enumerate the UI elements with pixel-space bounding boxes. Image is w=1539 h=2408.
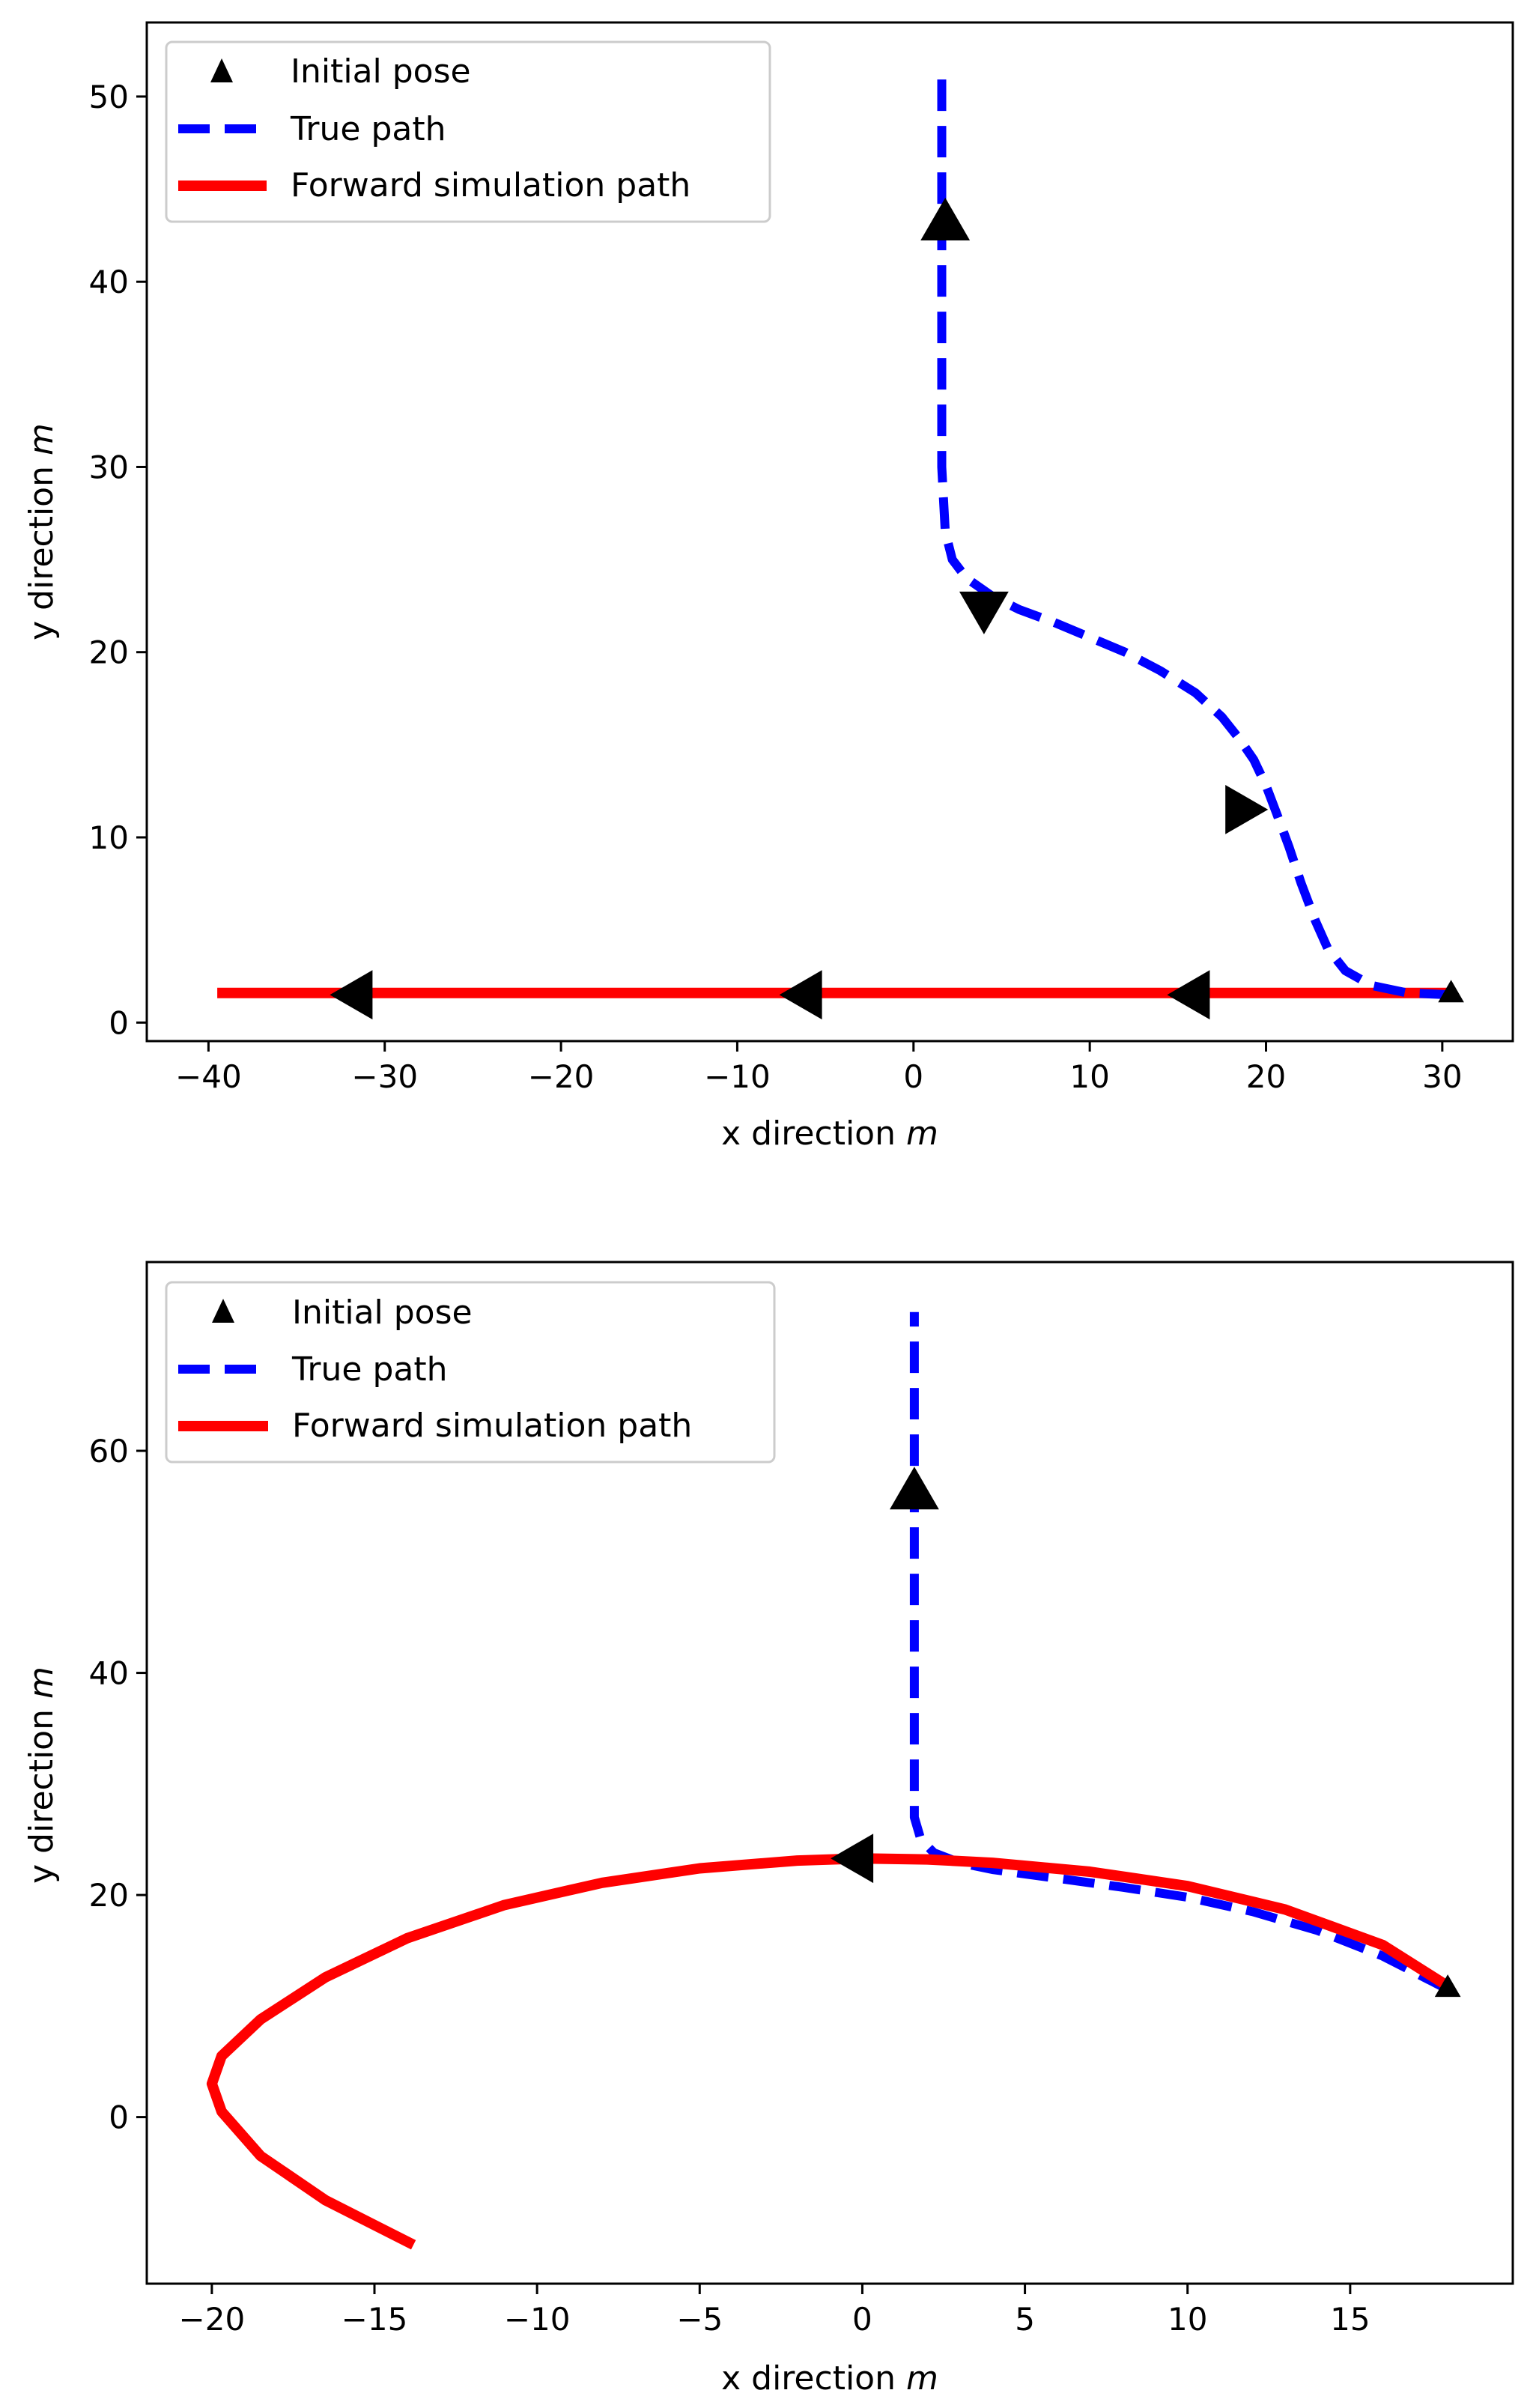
y-tick-label: 0	[109, 2099, 129, 2136]
y-tick-label: 20	[89, 634, 129, 671]
true-path-line	[937, 68, 1451, 1000]
y-tick-label: 40	[89, 264, 129, 300]
pose-marker-6	[330, 970, 373, 1020]
x-tick-label: 0	[852, 2301, 872, 2338]
initial-pose-marker	[1438, 980, 1464, 1003]
axes-frame	[145, 21, 1514, 1043]
x-axis-label: x direction m	[721, 1114, 938, 1153]
y-tick-label: 60	[89, 1433, 129, 1470]
legend: Initial pose True path Forward simulatio…	[165, 1281, 776, 1464]
y-axis-label: y direction m	[22, 1667, 61, 1884]
y-axis-ticks: 0 20 40 60	[89, 1433, 147, 2136]
x-tick-label: −20	[179, 2301, 246, 2338]
chart-top: −40 −30 −20 −10 0 10 20 30 0 10 20 30 40 50 x direct…	[22, 21, 1514, 1153]
initial-pose-marker	[1434, 1974, 1461, 1998]
y-tick-label: 0	[109, 1004, 129, 1041]
legend-box	[165, 1281, 776, 1464]
pose-marker-1	[920, 198, 971, 240]
x-tick-label: 0	[903, 1058, 923, 1095]
legend-marker-initial-pose	[212, 1299, 234, 1323]
y-tick-label: 30	[89, 449, 129, 485]
legend-label-true-path: True path	[290, 110, 446, 148]
legend: Initial pose True path Forward simulatio…	[165, 40, 771, 223]
plot-area-bottom	[206, 1311, 1461, 2250]
axes-frame	[145, 1261, 1514, 2285]
x-tick-label: 10	[1069, 1058, 1109, 1095]
legend-label-initial-pose: Initial pose	[292, 1294, 473, 1332]
x-axis-label: x direction m	[721, 2359, 938, 2398]
y-tick-label: 50	[89, 79, 129, 115]
x-axis-ticks: −20 −15 −10 −5 0 5 10 15	[179, 2284, 1370, 2338]
x-tick-label: −15	[342, 2301, 408, 2338]
legend-box	[165, 40, 771, 223]
pose-marker-2	[831, 1834, 874, 1884]
x-tick-label: 30	[1422, 1058, 1462, 1095]
y-axis-label: y direction m	[22, 423, 61, 640]
x-tick-label: 20	[1246, 1058, 1286, 1095]
pose-marker-2	[959, 591, 1009, 634]
y-tick-label: 40	[89, 1655, 129, 1692]
forward-simulation-path-line	[206, 1853, 1451, 2250]
pose-marker-5	[779, 970, 822, 1020]
pose-markers	[831, 1467, 1461, 1998]
pose-marker-1	[890, 1467, 939, 1510]
y-axis-ticks: 0 10 20 30 40 50	[89, 79, 147, 1041]
pose-marker-4	[1167, 970, 1210, 1020]
legend-label-initial-pose: Initial pose	[291, 52, 471, 91]
x-tick-label: −20	[528, 1058, 595, 1095]
x-tick-label: −40	[175, 1058, 242, 1095]
x-tick-label: −5	[676, 2301, 723, 2338]
x-tick-label: 5	[1015, 2301, 1035, 2338]
legend-marker-initial-pose	[210, 58, 233, 82]
x-tick-label: 10	[1168, 2301, 1207, 2338]
legend-label-forward-simulation: Forward simulation path	[291, 166, 690, 204]
x-tick-label: −10	[704, 1058, 771, 1095]
pose-markers	[330, 198, 1464, 1020]
x-tick-label: −10	[504, 2301, 571, 2338]
y-tick-label: 10	[89, 819, 129, 856]
x-axis-ticks: −40 −30 −20 −10 0 10 20 30	[175, 1041, 1463, 1095]
pose-marker-3	[1225, 785, 1269, 834]
y-tick-label: 20	[89, 1877, 129, 1914]
legend-label-true-path: True path	[291, 1350, 447, 1389]
true-path-line	[909, 1311, 1450, 1994]
legend-label-forward-simulation: Forward simulation path	[292, 1407, 692, 1445]
x-tick-label: −30	[351, 1058, 418, 1095]
x-tick-label: 15	[1330, 2301, 1370, 2338]
plot-area-top	[217, 68, 1464, 1020]
